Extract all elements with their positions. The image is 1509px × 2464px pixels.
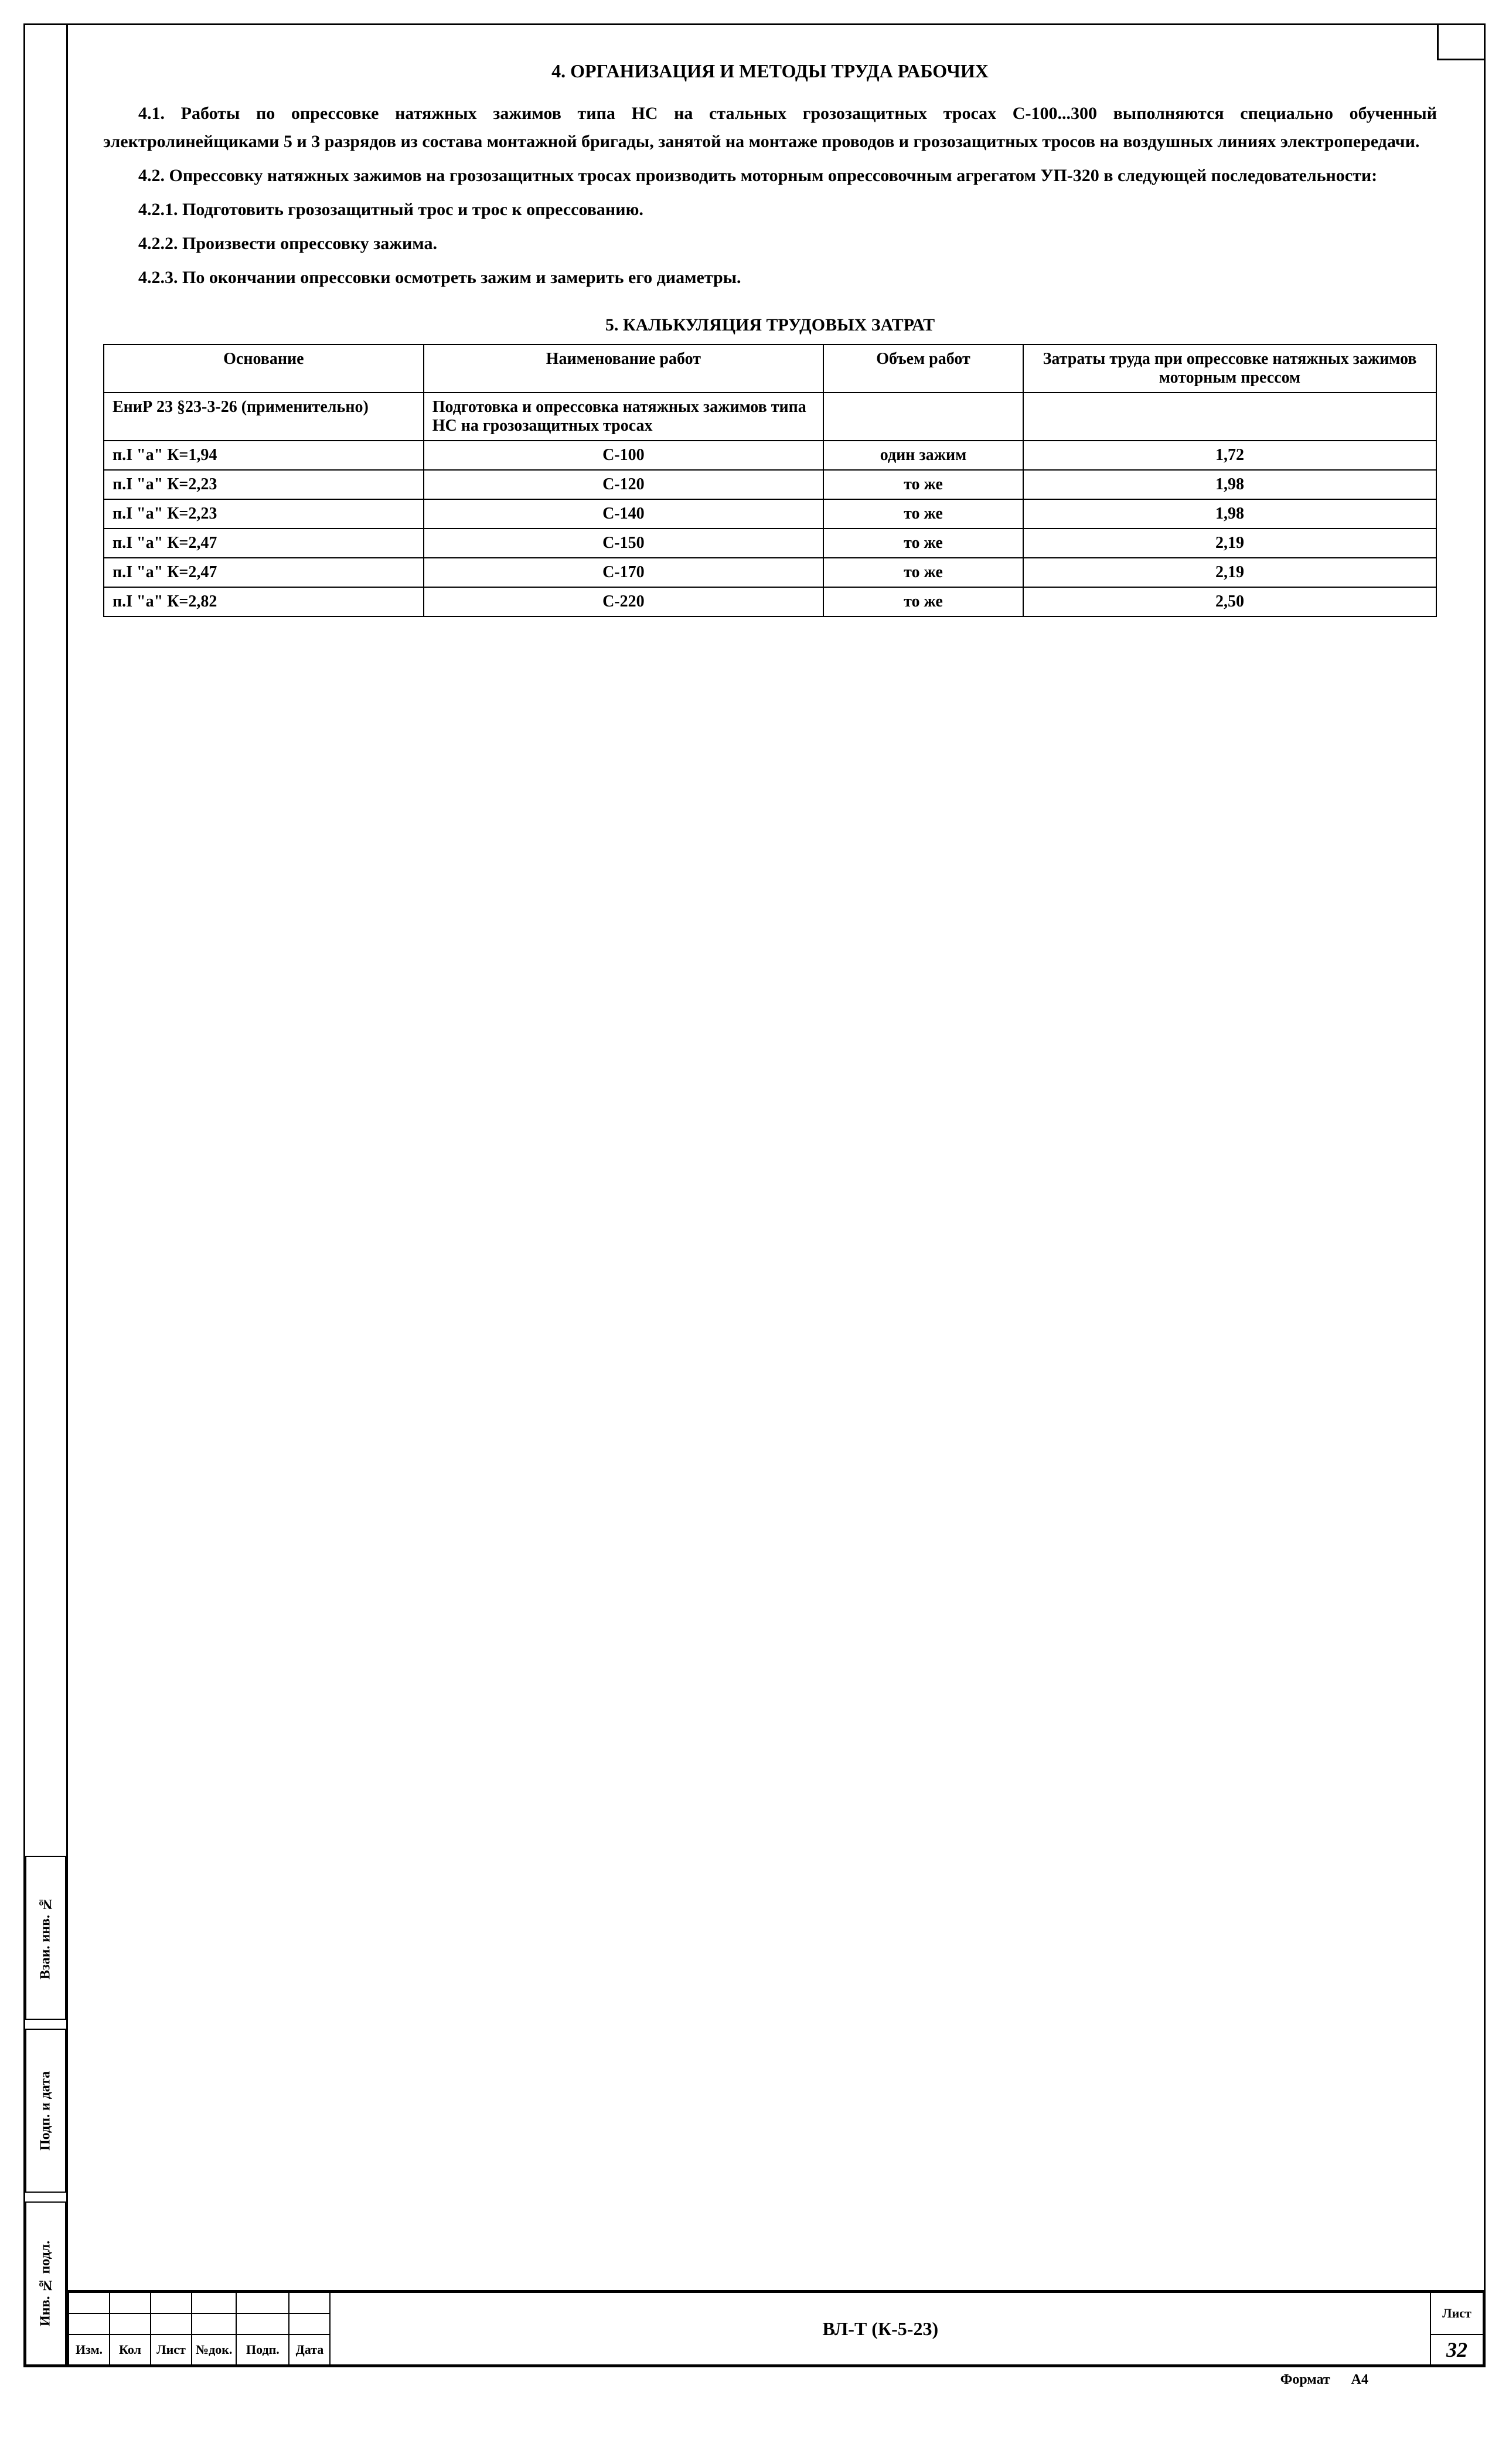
side-label-vzam: Взаи. инв. № — [25, 1856, 66, 2020]
table-row: ЕниР 23 §23-3-26 (применительно) Подгото… — [104, 393, 1436, 441]
empty-cell — [289, 2313, 330, 2335]
label-list: Лист — [151, 2335, 192, 2365]
format-value: А4 — [1351, 2372, 1368, 2387]
section5-title: 5. КАЛЬКУЛЯЦИЯ ТРУДОВЫХ ЗАТРАТ — [103, 315, 1437, 335]
cell-cost: 2,50 — [1023, 587, 1436, 616]
header-name: Наименование работ — [424, 345, 823, 393]
format-line: Формат А4 — [23, 2372, 1486, 2388]
paragraph-4-1: 4.1. Работы по опрессовке натяжных зажим… — [103, 100, 1437, 156]
paragraph-4-2-1: 4.2.1. Подготовить грозозащитный трос и … — [103, 196, 1437, 224]
cell-basis: ЕниР 23 §23-3-26 (применительно) — [104, 393, 424, 441]
header-cost: Затраты труда при опрессовке натяжных за… — [1023, 345, 1436, 393]
cell-name: С-150 — [424, 529, 823, 558]
cell-volume: то же — [823, 470, 1023, 499]
side-labels-column: Взаи. инв. № Подп. и дата Инв. № подл. — [25, 25, 66, 2366]
empty-cell — [110, 2292, 151, 2313]
cell-name: С-170 — [424, 558, 823, 587]
table-row: п.I "а" К=2,23 С-120 то же 1,98 — [104, 470, 1436, 499]
title-row-empty: ВЛ-Т (К-5-23) Лист — [69, 2292, 1483, 2313]
empty-cell — [192, 2292, 236, 2313]
cell-basis: п.I "а" К=2,23 — [104, 470, 424, 499]
empty-cell — [289, 2292, 330, 2313]
paragraph-4-2-3: 4.2.3. По окончании опрессовки осмотреть… — [103, 264, 1437, 292]
empty-cell — [69, 2313, 110, 2335]
cell-basis: п.I "а" К=2,47 — [104, 558, 424, 587]
cell-name: С-100 — [424, 441, 823, 470]
document-code: ВЛ-Т (К-5-23) — [330, 2292, 1430, 2365]
label-izm: Изм. — [69, 2335, 110, 2365]
list-label: Лист — [1430, 2292, 1483, 2335]
cell-basis: п.I "а" К=1,94 — [104, 441, 424, 470]
paragraph-4-2-2: 4.2.2. Произвести опрессовку зажима. — [103, 230, 1437, 258]
cell-volume: то же — [823, 499, 1023, 529]
empty-cell — [236, 2292, 289, 2313]
cell-volume: то же — [823, 587, 1023, 616]
labor-cost-table: Основание Наименование работ Объем работ… — [103, 344, 1437, 617]
paragraph-4-2: 4.2. Опрессовку натяжных зажимов на гроз… — [103, 162, 1437, 190]
cell-cost: 1,98 — [1023, 470, 1436, 499]
empty-cell — [236, 2313, 289, 2335]
table-row: п.I "а" К=2,47 С-170 то же 2,19 — [104, 558, 1436, 587]
main-content-area: 4. ОРГАНИЗАЦИЯ И МЕТОДЫ ТРУДА РАБОЧИХ 4.… — [66, 25, 1484, 2366]
table-row: п.I "а" К=2,23 С-140 то же 1,98 — [104, 499, 1436, 529]
empty-cell — [192, 2313, 236, 2335]
empty-cell — [69, 2292, 110, 2313]
cell-volume: то же — [823, 529, 1023, 558]
cell-name: С-140 — [424, 499, 823, 529]
cell-volume: то же — [823, 558, 1023, 587]
title-block: ВЛ-Т (К-5-23) Лист Изм. Кол Ли — [68, 2290, 1484, 2366]
cell-cost: 1,98 — [1023, 499, 1436, 529]
header-basis: Основание — [104, 345, 424, 393]
page-number: 32 — [1430, 2335, 1483, 2365]
table-row: п.I "а" К=2,47 С-150 то же 2,19 — [104, 529, 1436, 558]
corner-box — [1437, 25, 1484, 60]
table-body: ЕниР 23 §23-3-26 (применительно) Подгото… — [104, 393, 1436, 616]
document-page: Взаи. инв. № Подп. и дата Инв. № подл. 4… — [23, 23, 1486, 2388]
side-label-inv: Инв. № подл. — [25, 2201, 66, 2366]
empty-cell — [151, 2313, 192, 2335]
page-frame: Взаи. инв. № Подп. и дата Инв. № подл. 4… — [23, 23, 1486, 2367]
cell-volume — [823, 393, 1023, 441]
label-data: Дата — [289, 2335, 330, 2365]
header-volume: Объем работ — [823, 345, 1023, 393]
cell-name: С-220 — [424, 587, 823, 616]
format-label: Формат — [1280, 2372, 1330, 2387]
cell-cost — [1023, 393, 1436, 441]
title-block-table: ВЛ-Т (К-5-23) Лист Изм. Кол Ли — [68, 2292, 1484, 2366]
side-label-podp: Подп. и дата — [25, 2029, 66, 2193]
label-kol: Кол — [110, 2335, 151, 2365]
content-block: 4. ОРГАНИЗАЦИЯ И МЕТОДЫ ТРУДА РАБОЧИХ 4.… — [68, 25, 1484, 2290]
cell-name: Подготовка и опрессовка натяжных зажимов… — [424, 393, 823, 441]
empty-cell — [151, 2292, 192, 2313]
label-podp: Подп. — [236, 2335, 289, 2365]
table-row: п.I "а" К=1,94 С-100 один зажим 1,72 — [104, 441, 1436, 470]
empty-cell — [110, 2313, 151, 2335]
cell-basis: п.I "а" К=2,82 — [104, 587, 424, 616]
section4-title: 4. ОРГАНИЗАЦИЯ И МЕТОДЫ ТРУДА РАБОЧИХ — [103, 60, 1437, 82]
cell-cost: 2,19 — [1023, 529, 1436, 558]
table-header-row: Основание Наименование работ Объем работ… — [104, 345, 1436, 393]
cell-cost: 2,19 — [1023, 558, 1436, 587]
cell-name: С-120 — [424, 470, 823, 499]
cell-basis: п.I "а" К=2,23 — [104, 499, 424, 529]
label-ndok: №док. — [192, 2335, 236, 2365]
table-row: п.I "а" К=2,82 С-220 то же 2,50 — [104, 587, 1436, 616]
cell-basis: п.I "а" К=2,47 — [104, 529, 424, 558]
cell-cost: 1,72 — [1023, 441, 1436, 470]
cell-volume: один зажим — [823, 441, 1023, 470]
